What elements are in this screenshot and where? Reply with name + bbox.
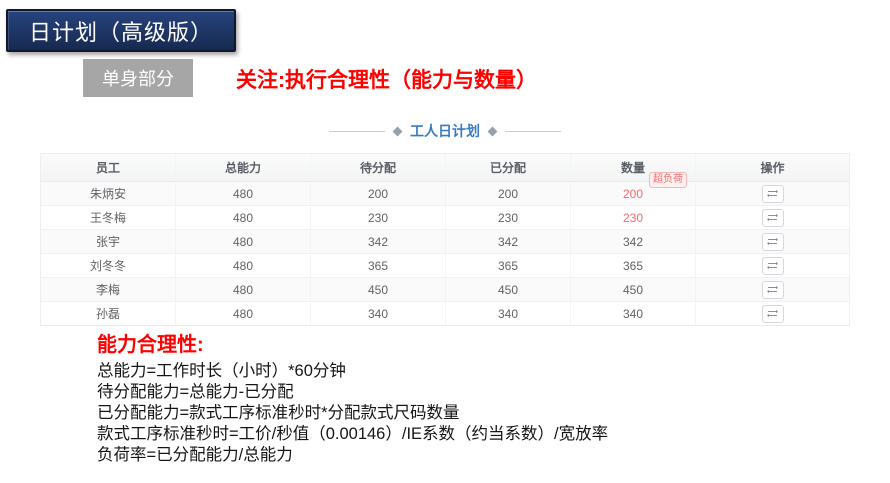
column-header-actions: 操作 — [760, 161, 785, 175]
cell-quantity: 450 — [571, 278, 696, 301]
transfer-icon — [767, 189, 778, 198]
cell-quantity: 365 — [571, 254, 696, 277]
column-header-total-capacity: 总能力 — [176, 154, 311, 181]
transfer-button[interactable] — [761, 208, 784, 227]
table-row: 刘冬冬 480 365 365 365 — [41, 254, 849, 278]
worker-plan-table: 员工 总能力 待分配 已分配 数量 操作 朱炳安 480 200 200 200… — [40, 153, 850, 326]
cell-assigned: 340 — [446, 302, 571, 325]
cell-pending: 340 — [311, 302, 446, 325]
divider-line — [505, 130, 561, 132]
cell-actions — [696, 278, 849, 301]
cell-quantity: 342 — [571, 230, 696, 253]
diamond-icon — [487, 126, 498, 136]
cell-total-capacity: 480 — [176, 278, 311, 301]
cell-actions — [696, 182, 849, 205]
divider-line — [329, 130, 385, 132]
cell-actions — [696, 230, 849, 253]
transfer-icon — [767, 213, 778, 222]
page-title: 日计划（高级版） — [28, 19, 213, 45]
subsection-label: 单身部分 — [102, 69, 174, 89]
table-header: 员工 总能力 待分配 已分配 数量 操作 — [41, 154, 849, 182]
table-row: 王冬梅 480 230 230 230 — [41, 206, 849, 230]
cell-total-capacity: 480 — [176, 302, 311, 325]
cell-employee: 朱炳安 — [41, 182, 176, 205]
cell-actions — [696, 206, 849, 229]
note-line: 已分配能力=款式工序标准秒时*分配款式尺码数量 — [97, 404, 460, 422]
cell-assigned: 230 — [446, 206, 571, 229]
section-title: 工人日计划 — [0, 122, 890, 140]
diamond-icon — [392, 126, 403, 136]
section-title-text: 工人日计划 — [410, 123, 480, 139]
cell-quantity: 230 — [571, 206, 696, 229]
cell-assigned: 200 — [446, 182, 571, 205]
cell-pending: 365 — [311, 254, 446, 277]
column-header-quantity: 数量 — [571, 154, 696, 181]
transfer-button[interactable] — [761, 184, 784, 203]
cell-assigned: 342 — [446, 230, 571, 253]
table-row: 李梅 480 450 450 450 — [41, 278, 849, 302]
table-row: 朱炳安 480 200 200 200 超负荷 — [41, 172, 849, 206]
cell-total-capacity: 480 — [176, 182, 311, 205]
cell-assigned: 365 — [446, 254, 571, 277]
cell-quantity-value: 365 — [622, 258, 644, 273]
note-line: 待分配能力=总能力-已分配 — [97, 383, 294, 401]
capacity-notes: 能力合理性: 总能力=工作时长（小时）*60分钟 待分配能力=总能力-已分配已分配… — [97, 328, 608, 466]
cell-actions — [696, 254, 849, 277]
focus-note: 关注:执行合理性（能力与数量） — [236, 69, 537, 92]
cell-pending: 230 — [311, 206, 446, 229]
cell-quantity: 340 — [571, 302, 696, 325]
transfer-button[interactable] — [761, 280, 784, 299]
cell-pending: 200 — [311, 182, 446, 205]
transfer-button[interactable] — [761, 232, 784, 251]
cell-pending: 450 — [311, 278, 446, 301]
table-row: 张宇 480 342 342 342 — [41, 230, 849, 254]
cell-pending: 342 — [311, 230, 446, 253]
cell-total-capacity: 480 — [176, 254, 311, 277]
cell-employee: 刘冬冬 — [41, 254, 176, 277]
transfer-icon — [767, 237, 778, 246]
page-title-banner: 日计划（高级版） — [6, 9, 236, 52]
cell-employee: 李梅 — [41, 278, 176, 301]
table-body: 朱炳安 480 200 200 200 超负荷 — [41, 172, 849, 325]
transfer-icon — [767, 261, 778, 270]
transfer-button[interactable] — [761, 256, 784, 275]
cell-total-capacity: 480 — [176, 230, 311, 253]
column-header-employee: 员工 — [41, 154, 176, 181]
subsection-box: 单身部分 — [83, 59, 193, 97]
cell-employee: 张宇 — [41, 230, 176, 253]
note-line: 总能力=工作时长（小时）*60分钟 — [97, 362, 346, 380]
cell-assigned: 450 — [446, 278, 571, 301]
notes-heading: 能力合理性: — [97, 334, 204, 356]
overload-badge: 超负荷 — [649, 172, 687, 188]
cell-quantity-value: 342 — [622, 234, 644, 249]
cell-quantity-value: 340 — [622, 306, 644, 321]
transfer-button[interactable] — [761, 304, 784, 323]
column-header-pending: 待分配 — [311, 154, 446, 181]
cell-quantity: 200 超负荷 — [571, 172, 696, 205]
note-line: 负荷率=已分配能力/总能力 — [97, 446, 293, 464]
column-header-assigned: 已分配 — [446, 154, 571, 181]
cell-employee: 王冬梅 — [41, 206, 176, 229]
transfer-icon — [767, 285, 778, 294]
cell-quantity-value: 230 — [622, 210, 644, 225]
cell-total-capacity: 480 — [176, 206, 311, 229]
transfer-icon — [767, 309, 778, 318]
cell-actions — [696, 302, 849, 325]
cell-quantity-value: 450 — [622, 282, 644, 297]
cell-quantity-value: 200 — [622, 186, 644, 201]
notes-lines: 总能力=工作时长（小时）*60分钟 待分配能力=总能力-已分配已分配能力=款式工序… — [97, 361, 608, 466]
cell-employee: 孙磊 — [41, 302, 176, 325]
note-line: 款式工序标准秒时=工价/秒值（0.00146）/IE系数（约当系数）/宽放率 — [97, 425, 609, 443]
table-row: 孙磊 480 340 340 340 — [41, 302, 849, 325]
